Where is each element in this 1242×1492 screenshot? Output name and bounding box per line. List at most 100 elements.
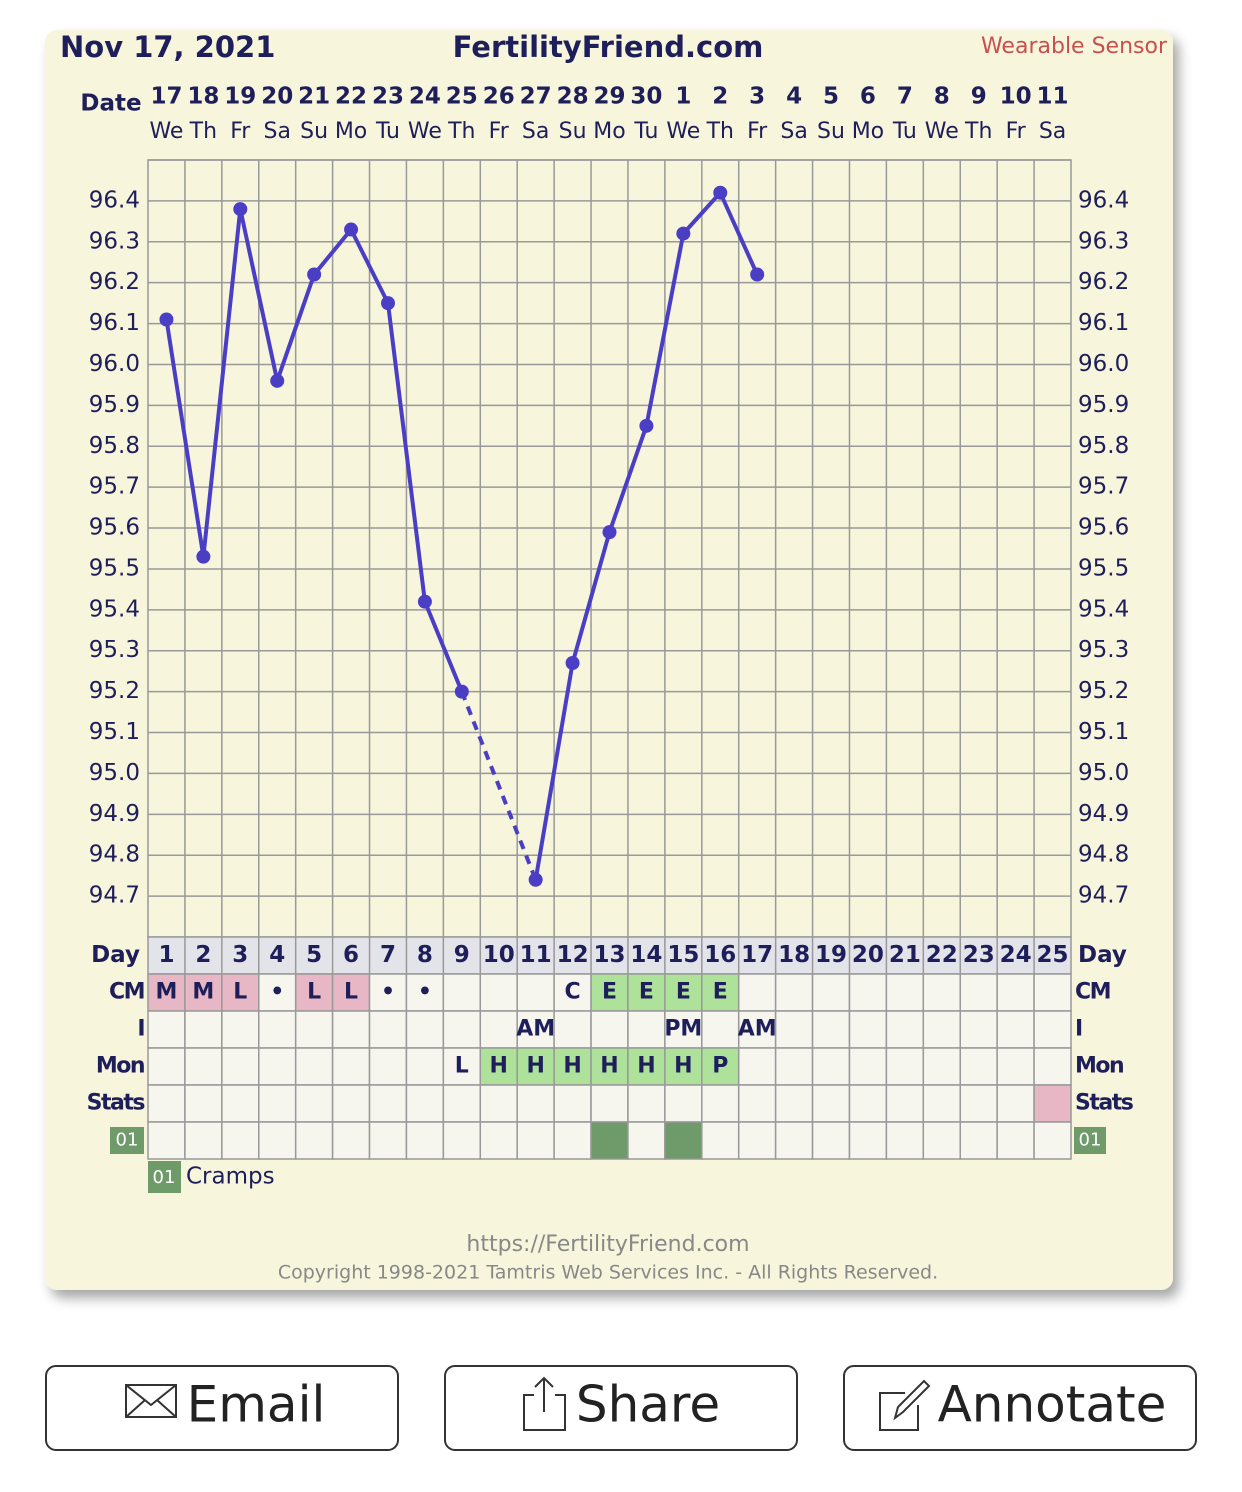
email-button[interactable]: Email (45, 1365, 399, 1451)
cell-text: L (307, 980, 321, 1005)
row-label: I (137, 1017, 144, 1042)
button-frame[interactable] (843, 1365, 1197, 1451)
table-cell (184, 1047, 223, 1086)
table-cell (701, 973, 740, 1012)
day-number: 2 (195, 942, 211, 968)
x-tick-label: 6 (860, 84, 876, 110)
table-cell (294, 1121, 334, 1160)
x-tick-label: 18 (187, 84, 219, 110)
temperature-point (380, 296, 395, 311)
weekday-label: Fr (489, 119, 510, 144)
table-cell (479, 1084, 518, 1123)
day-number: 22 (926, 942, 958, 968)
table-cell (922, 1121, 961, 1160)
weekday-label: Fr (230, 119, 251, 144)
day-number: 14 (630, 942, 662, 968)
table-cell (959, 1010, 998, 1049)
table-cell (221, 1121, 260, 1160)
temperature-point (713, 185, 728, 200)
day-number: 16 (704, 942, 736, 968)
annotate-icon[interactable] (879, 1379, 931, 1431)
table-cell (368, 973, 408, 1012)
row-label: CM (109, 980, 144, 1005)
y-tick-label: 96.0 (1078, 351, 1129, 377)
temperature-point (417, 594, 432, 609)
button-label[interactable]: Email (187, 1376, 326, 1434)
table-cell (590, 1010, 629, 1049)
y-tick-label: 94.7 (1078, 883, 1129, 909)
cell-text: L (233, 980, 247, 1005)
temperature-point (344, 222, 359, 237)
date-label: Date (80, 91, 141, 117)
table-cell (221, 1010, 260, 1049)
table-cell (885, 1084, 925, 1123)
email-icon[interactable] (125, 1384, 177, 1418)
table-cell (294, 1010, 334, 1049)
temperature-point (528, 872, 543, 887)
table-cell (479, 1121, 518, 1160)
footer-url: https://FertilityFriend.com (466, 1232, 749, 1257)
button-label[interactable]: Annotate (938, 1376, 1167, 1434)
cell-text: AM (516, 1017, 555, 1042)
day-number: 7 (380, 942, 396, 968)
table-cell (774, 1010, 814, 1049)
table-cell (405, 1084, 445, 1123)
x-tick-label: 1 (675, 84, 691, 110)
row-label: Mon (1075, 1054, 1123, 1079)
cell-text: H (490, 1054, 508, 1079)
weekday-label: Mo (335, 119, 367, 144)
day-number: 20 (852, 942, 884, 968)
table-cell (701, 1121, 740, 1160)
table-cell (922, 1010, 961, 1049)
x-tick-label: 29 (593, 84, 625, 110)
chart-date: Nov 17, 2021 (60, 30, 275, 64)
table-cell (922, 1084, 961, 1123)
button-label[interactable]: Share (576, 1376, 720, 1434)
table-cell (184, 1084, 223, 1123)
weekday-label: Tu (892, 119, 917, 144)
table-cell (996, 1047, 1035, 1086)
email-icon[interactable] (125, 1384, 177, 1418)
weekday-label: Tu (633, 119, 658, 144)
share-button[interactable]: Share (444, 1365, 798, 1451)
day-number: 18 (778, 942, 810, 968)
table-cell (258, 1121, 297, 1160)
cell-text: • (381, 980, 395, 1005)
temperature-point (750, 267, 765, 282)
annotate-button[interactable]: Annotate (843, 1365, 1197, 1451)
y-tick-label: 96.4 (89, 187, 140, 213)
table-cell (627, 1010, 666, 1049)
cell-text: E (676, 980, 691, 1005)
bridge-line (459, 690, 538, 881)
row-label: Stats (87, 1091, 146, 1116)
y-tick-label: 95.1 (1078, 719, 1129, 745)
table-cell (885, 1010, 925, 1049)
weekday-label: Su (817, 119, 845, 144)
x-tick-label: 19 (224, 84, 256, 110)
x-tick-label: 23 (372, 84, 404, 110)
table-cell (848, 1084, 888, 1123)
table-cell (737, 1121, 777, 1160)
y-tick-label: 96.2 (89, 269, 140, 295)
table-cell (147, 1010, 186, 1049)
x-tick-label: 28 (557, 84, 589, 110)
table-cell (885, 973, 925, 1012)
table-cell (959, 1047, 998, 1086)
x-tick-label: 11 (1037, 84, 1069, 110)
table-cell (368, 1084, 408, 1123)
table-cell (996, 1121, 1035, 1160)
table-cell (774, 973, 814, 1012)
cell-text: • (418, 980, 432, 1005)
share-icon[interactable] (523, 1376, 566, 1431)
weekday-label: Sa (780, 119, 807, 144)
table-cell (258, 1084, 297, 1123)
y-tick-label: 95.6 (1078, 515, 1129, 541)
table-cell (996, 973, 1035, 1012)
weekday-label: Th (189, 119, 217, 144)
y-tick-label: 95.8 (1078, 433, 1129, 459)
legend-code: 01 (153, 1167, 176, 1188)
row-label: Mon (96, 1054, 144, 1079)
button-frame[interactable] (45, 1365, 399, 1451)
y-tick-label: 94.9 (1078, 801, 1129, 827)
table-cell (996, 1010, 1035, 1049)
